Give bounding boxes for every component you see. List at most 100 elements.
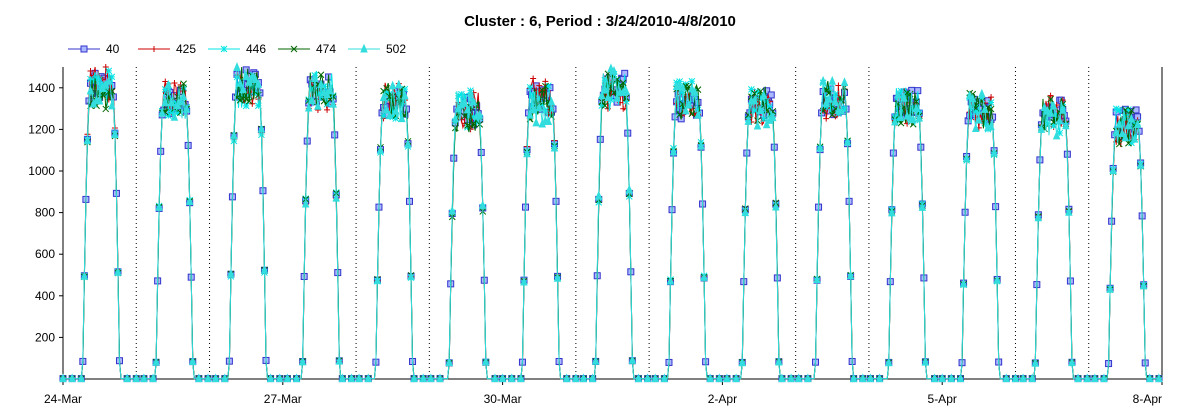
- data-point: [317, 71, 325, 79]
- data-point: [171, 80, 178, 87]
- data-point: [1040, 102, 1049, 111]
- data-point: [1130, 133, 1139, 143]
- data-point: [1127, 113, 1136, 123]
- data-point: [245, 76, 253, 86]
- data-point: [987, 105, 995, 113]
- data-point: [410, 373, 418, 383]
- data-point: [787, 373, 795, 383]
- data-point: [151, 46, 157, 52]
- data-point: [1002, 373, 1011, 383]
- data-point: [1118, 119, 1126, 127]
- data-point: [335, 355, 344, 365]
- data-point: [763, 97, 771, 105]
- legend-label: 40: [106, 42, 120, 56]
- data-point: [470, 113, 477, 121]
- data-point: [794, 373, 803, 383]
- data-point: [498, 373, 507, 383]
- data-point: [1049, 100, 1058, 110]
- data-point: [102, 64, 109, 70]
- data-point: [1133, 119, 1142, 129]
- y-tick-label: 600: [35, 247, 55, 261]
- data-point: [182, 104, 191, 113]
- data-point: [535, 95, 543, 102]
- data-point: [828, 103, 836, 110]
- data-point: [255, 102, 262, 110]
- data-point: [622, 86, 630, 95]
- data-point: [938, 373, 946, 383]
- data-point: [195, 373, 203, 383]
- y-tick-label: 400: [35, 289, 55, 303]
- data-point: [822, 103, 830, 111]
- data-point: [1031, 357, 1040, 367]
- data-point: [1047, 92, 1054, 99]
- data-point: [1019, 373, 1027, 383]
- data-point: [1118, 128, 1127, 138]
- data-point: [601, 84, 609, 94]
- data-point: [188, 356, 197, 366]
- data-point: [204, 373, 212, 383]
- data-point: [1124, 120, 1133, 130]
- x-tick-label: 30-Mar: [484, 392, 522, 406]
- data-point: [706, 373, 714, 383]
- data-point: [526, 109, 534, 119]
- data-point: [613, 92, 621, 102]
- data-point: [221, 373, 229, 383]
- data-point: [251, 74, 260, 84]
- x-tick-label: 24-Mar: [44, 392, 82, 406]
- data-point: [620, 105, 627, 112]
- data-point: [1047, 95, 1054, 103]
- y-tick-label: 1200: [28, 122, 55, 136]
- data-point: [96, 75, 103, 83]
- data-point: [1062, 120, 1070, 130]
- data-point: [114, 267, 122, 276]
- series-446: [59, 67, 1163, 382]
- data-point: [242, 96, 250, 103]
- data-point: [804, 373, 812, 383]
- data-point: [875, 373, 884, 383]
- data-point: [828, 111, 836, 119]
- data-point: [962, 153, 971, 162]
- data-point: [470, 120, 477, 127]
- data-point: [454, 103, 463, 113]
- data-point: [161, 86, 169, 93]
- data-point: [682, 80, 690, 88]
- data-point: [625, 184, 634, 194]
- data-point: [987, 121, 995, 131]
- data-point: [548, 105, 555, 112]
- data-point: [529, 104, 537, 114]
- data-point: [260, 264, 269, 274]
- data-point: [239, 84, 247, 94]
- data-point: [475, 109, 484, 119]
- data-point: [971, 123, 980, 133]
- data-point: [972, 108, 980, 116]
- data-point: [968, 93, 977, 103]
- data-point: [461, 112, 468, 120]
- data-point: [227, 268, 235, 278]
- data-point: [1109, 165, 1117, 175]
- data-point: [1128, 107, 1135, 114]
- series-line: [63, 66, 1162, 380]
- data-point: [1121, 132, 1130, 142]
- data-point: [1115, 106, 1123, 114]
- data-point: [959, 278, 968, 288]
- data-point: [619, 79, 627, 87]
- legend: 40 425 446 474 502: [68, 42, 406, 56]
- legend-item-474: 474: [278, 42, 336, 56]
- data-point: [1044, 120, 1051, 128]
- data-point: [694, 109, 702, 119]
- data-point: [993, 275, 1001, 284]
- data-point: [383, 84, 390, 92]
- data-point: [846, 270, 855, 280]
- data-point: [859, 373, 867, 383]
- data-point: [185, 196, 194, 206]
- data-point: [1112, 127, 1120, 136]
- data-point: [478, 200, 487, 209]
- data-point: [152, 356, 160, 366]
- data-point: [1115, 119, 1123, 128]
- data-point: [588, 373, 597, 383]
- data-point: [915, 109, 923, 117]
- data-point: [685, 99, 693, 109]
- data-point: [538, 101, 546, 108]
- data-point: [542, 82, 549, 90]
